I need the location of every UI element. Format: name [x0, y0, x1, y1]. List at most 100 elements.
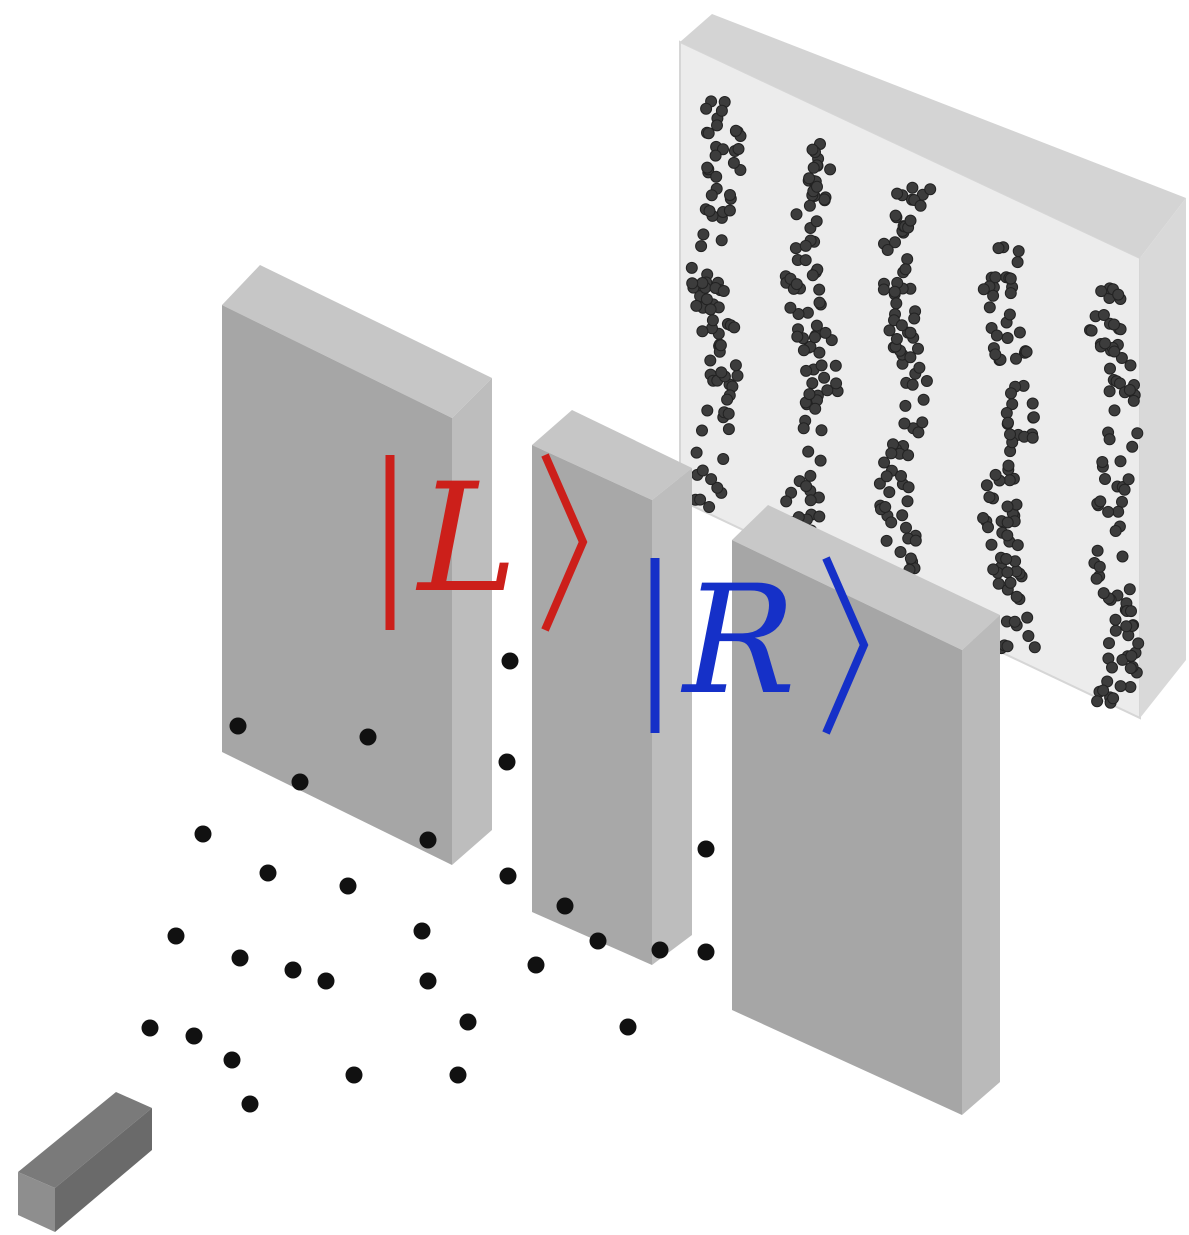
fringe-dot	[1004, 576, 1017, 589]
right-barrier	[732, 505, 1000, 1115]
fringe-dot	[896, 509, 909, 522]
fringe-dot	[813, 510, 826, 523]
fringe-dot	[1010, 590, 1023, 603]
fringe-dot	[1109, 624, 1122, 637]
fringe-dot	[1094, 495, 1107, 508]
fringe-dot	[821, 384, 834, 397]
fringe-dot	[809, 402, 822, 415]
fringe-dot	[883, 324, 896, 337]
fringe-dot	[889, 209, 902, 222]
fringe-dot	[703, 205, 716, 217]
fringe-dot	[1132, 637, 1145, 650]
particle-dot	[284, 961, 302, 979]
fringe-dot	[1112, 288, 1125, 301]
fringe-dot	[1095, 285, 1108, 298]
fringe-dot	[1011, 539, 1024, 552]
fringe-dot	[877, 283, 890, 296]
fringe-dot	[1001, 332, 1014, 344]
source-block-top	[18, 1092, 152, 1188]
fringe-dot	[732, 143, 745, 155]
particle-source	[18, 1092, 152, 1232]
fringe-dot	[710, 170, 723, 183]
fringe-dot	[813, 346, 826, 359]
fringe-dot	[694, 493, 707, 506]
particle-dot	[317, 972, 335, 990]
fringe-dot	[729, 359, 742, 372]
fringe-dot	[1004, 428, 1016, 441]
fringe-dot	[804, 494, 817, 507]
fringe-dot	[814, 454, 827, 467]
fringe-dot	[980, 479, 993, 492]
ket-right-angle	[822, 556, 869, 735]
particle-dot	[498, 753, 516, 771]
fringe-dot	[784, 301, 797, 314]
fringe-dot	[1127, 394, 1140, 407]
ket-left-letter: L	[415, 452, 518, 626]
fringe-dot	[1028, 641, 1041, 654]
fringe-dot	[709, 149, 722, 162]
fringe-dot	[824, 163, 837, 176]
particle-dot	[589, 932, 607, 950]
fringe-dot	[690, 446, 703, 459]
fringe-dot	[697, 228, 710, 241]
fringe-dot	[700, 102, 713, 115]
fringe-dot	[830, 377, 843, 390]
fringe-dot	[1096, 456, 1109, 468]
fringe-dot	[705, 473, 718, 486]
left-barrier	[222, 265, 492, 865]
particle-dot	[556, 897, 574, 915]
fringe-dot	[790, 278, 803, 291]
fringe-dot	[924, 183, 937, 196]
fringe-dot	[804, 469, 817, 482]
particle-dot	[167, 927, 185, 945]
fringe-dot	[985, 538, 998, 551]
fringe-dot	[1004, 287, 1017, 300]
fringe-dot	[989, 468, 1002, 481]
fringe-dot	[888, 285, 901, 298]
fringe-dot	[1026, 397, 1039, 410]
fringe-dot	[797, 344, 810, 357]
fringe-dot	[1108, 318, 1120, 331]
fringe-dot	[696, 464, 709, 477]
fringe-dot	[695, 240, 708, 253]
fringe-dot	[1124, 359, 1137, 372]
fringe-dot	[806, 143, 819, 156]
fringe-dot	[715, 366, 728, 379]
middle-barrier-top	[532, 410, 692, 500]
fringe-dot	[1131, 427, 1144, 440]
fringe-dot	[1001, 500, 1014, 513]
left-barrier-front	[222, 305, 452, 865]
fringe-dot	[703, 501, 716, 513]
fringe-dot	[1001, 566, 1014, 579]
fringe-dot	[724, 189, 736, 201]
ket-right-letter: R	[680, 554, 796, 728]
fringe-dot	[895, 319, 908, 332]
fringe-dot	[721, 393, 734, 406]
particle-dot	[619, 1018, 637, 1036]
fringe-dot	[696, 325, 709, 338]
fringe-dot	[819, 326, 832, 339]
fringe-dot	[885, 516, 898, 529]
fringe-dot	[1114, 680, 1127, 693]
fringe-dot	[1118, 483, 1131, 496]
right-barrier-side	[962, 615, 1000, 1115]
particle-dot	[413, 922, 431, 940]
detection-screen-top	[680, 14, 1186, 258]
fringe-dot	[711, 119, 723, 132]
fringe-dot	[1103, 385, 1116, 398]
fringe-dot	[722, 407, 735, 420]
fringe-dot	[690, 299, 703, 312]
fringe-dot	[702, 127, 715, 140]
fringe-dot	[1020, 345, 1033, 358]
fringe-dot	[1021, 611, 1034, 624]
fringe-dot	[977, 283, 990, 296]
fringe-dot	[811, 180, 823, 193]
fringe-dot	[890, 297, 903, 310]
fringe-dot	[899, 399, 912, 412]
particle-dot	[259, 864, 277, 882]
right-barrier-front	[732, 540, 962, 1115]
fringe-dot	[1097, 684, 1110, 697]
particle-dot	[651, 941, 669, 959]
fringe-dot	[1004, 272, 1017, 285]
fringe-dot	[989, 271, 1002, 284]
